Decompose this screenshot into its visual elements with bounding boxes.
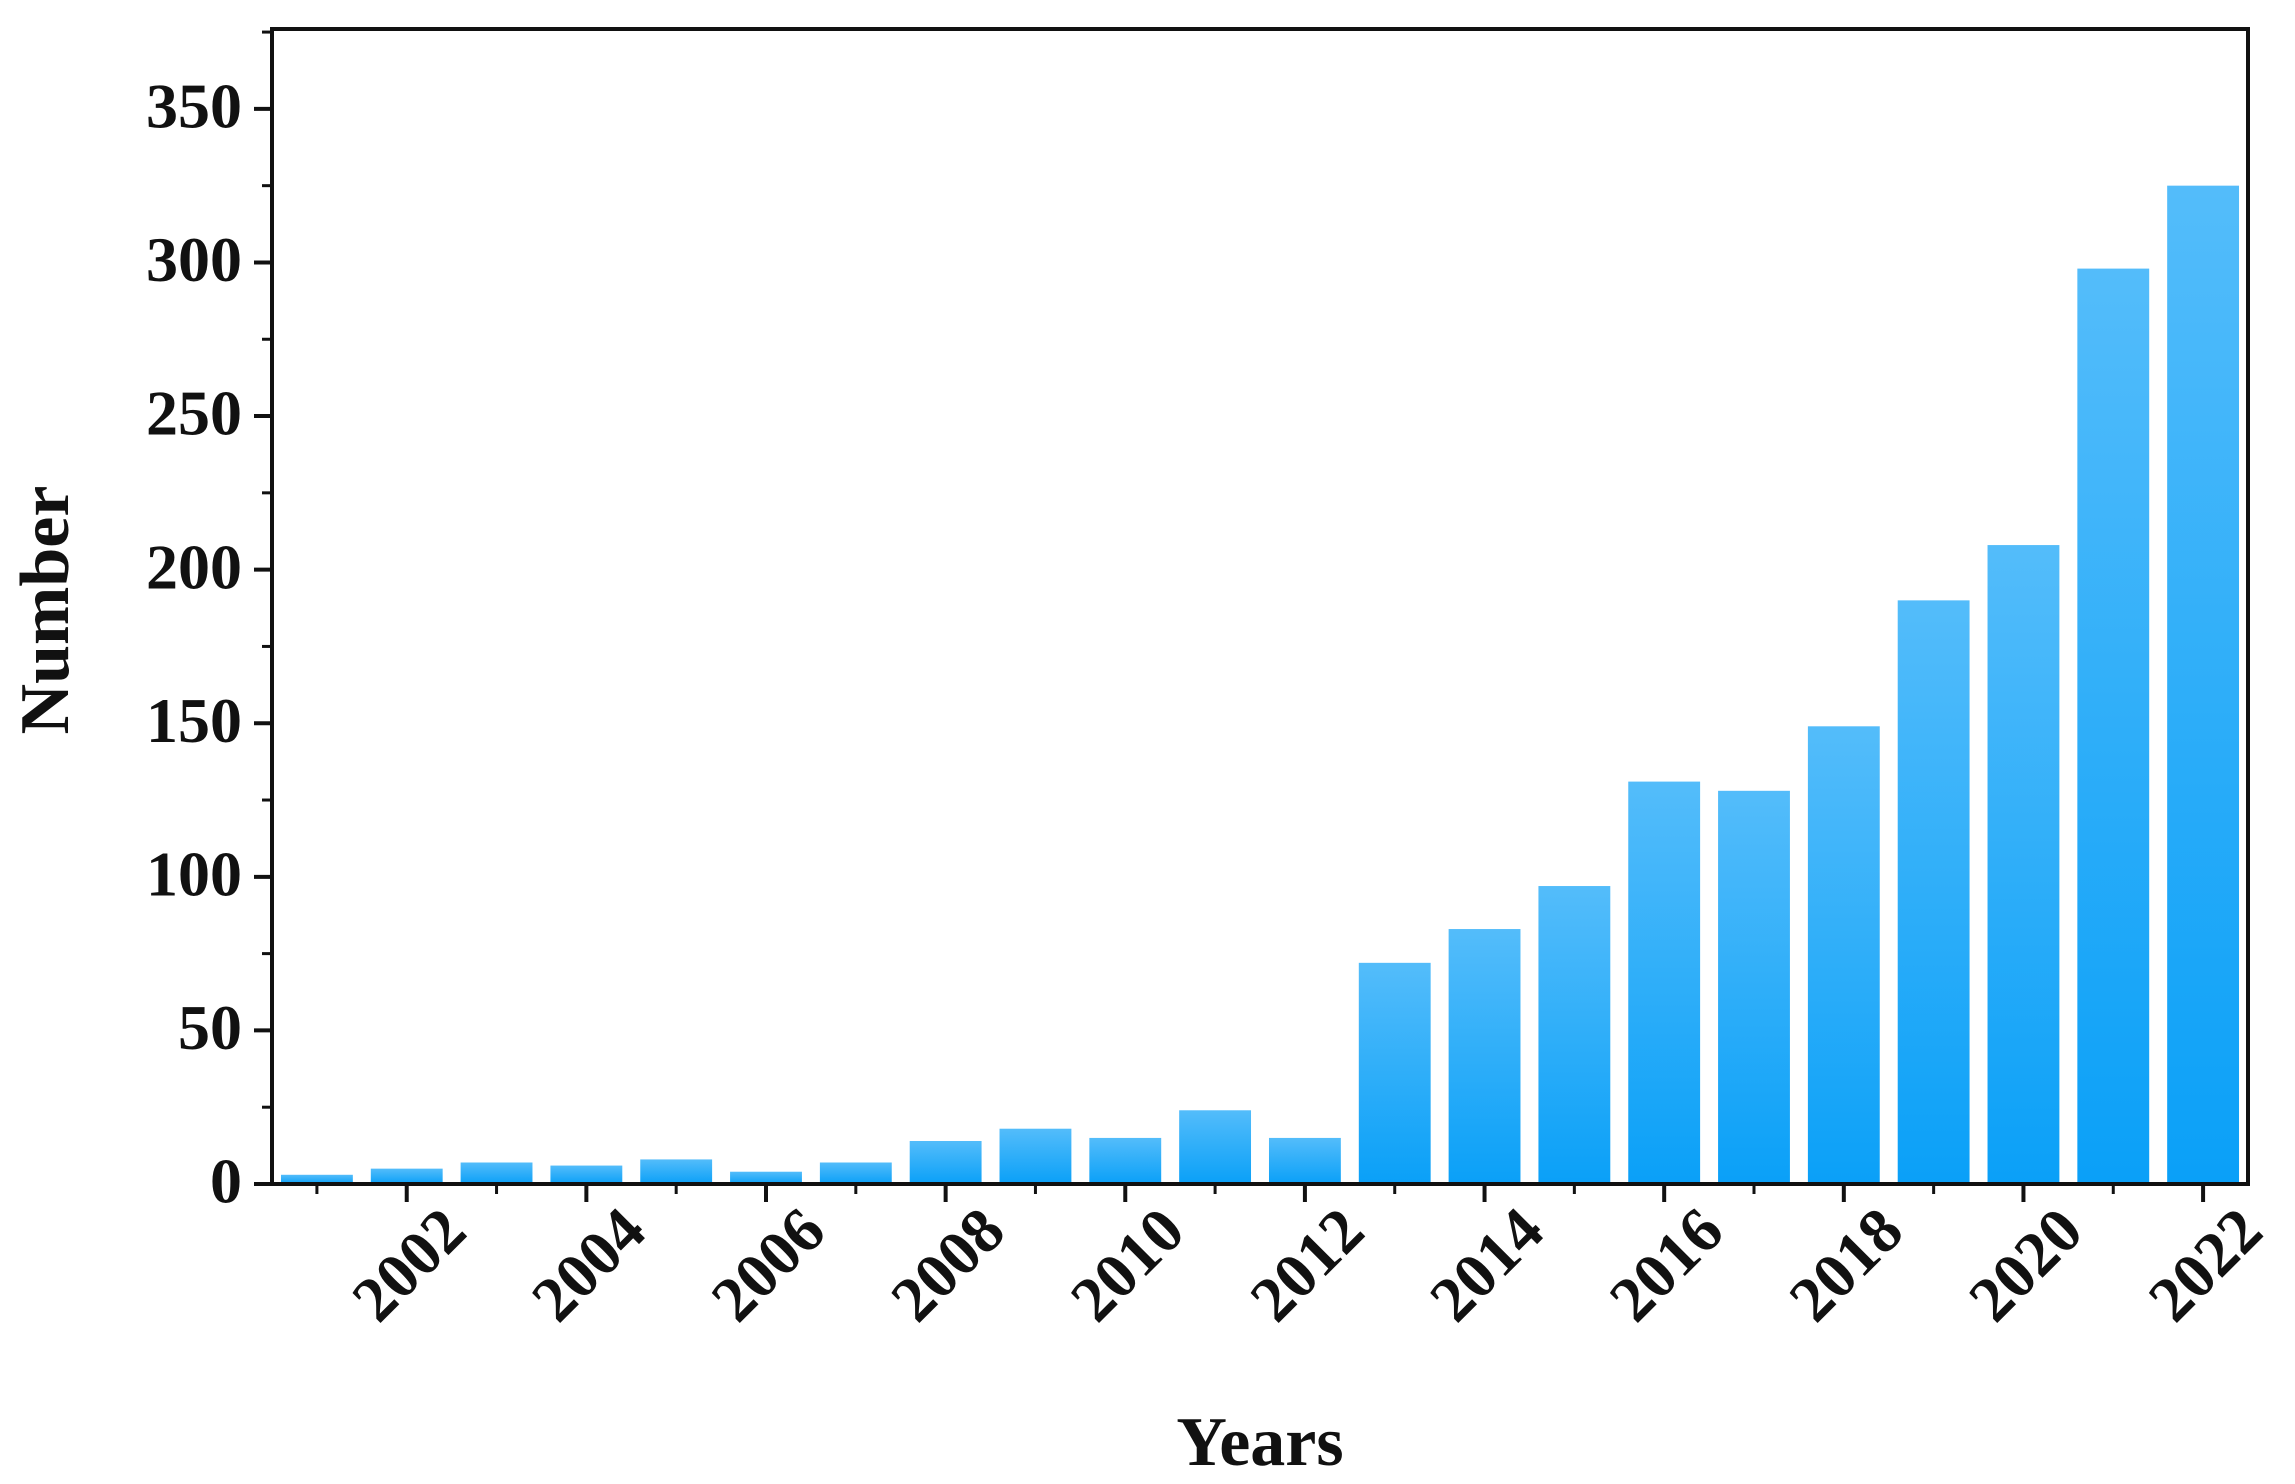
x-tick-label: 2022 — [2135, 1194, 2276, 1335]
bar — [1448, 929, 1521, 1184]
x-tick-label: 2016 — [1596, 1194, 1737, 1335]
y-tick-label: 350 — [146, 71, 242, 142]
bar — [1897, 600, 1970, 1184]
bar — [999, 1128, 1072, 1184]
y-tick-label: 50 — [178, 992, 242, 1063]
bar — [370, 1168, 443, 1184]
bar — [280, 1174, 353, 1184]
x-tick-label: 2020 — [1955, 1194, 2096, 1335]
x-tick-label: 2012 — [1236, 1194, 1377, 1335]
x-tick-label: 2010 — [1057, 1194, 1198, 1335]
y-tick-label: 300 — [146, 224, 242, 295]
y-tick-label: 100 — [146, 839, 242, 910]
bar — [1807, 726, 1880, 1184]
x-tick-label: 2018 — [1775, 1194, 1916, 1335]
y-tick-label: 250 — [146, 378, 242, 449]
bar — [1089, 1137, 1162, 1184]
x-tick-label: 2002 — [338, 1194, 479, 1335]
bar — [2077, 268, 2150, 1184]
x-tick-label: 2004 — [518, 1194, 659, 1335]
bar — [1358, 962, 1431, 1184]
bar — [909, 1140, 982, 1184]
bar — [640, 1159, 713, 1184]
bar — [1268, 1137, 1341, 1184]
y-axis-title: Number — [7, 486, 84, 735]
x-tick-label: 2008 — [877, 1194, 1018, 1335]
bar — [730, 1171, 802, 1184]
y-tick-label: 0 — [210, 1146, 242, 1217]
bar — [819, 1162, 892, 1184]
bar — [460, 1162, 533, 1184]
bar — [550, 1165, 623, 1184]
bar — [1987, 545, 2060, 1184]
x-axis-title: Years — [1176, 1404, 1343, 1481]
bar — [1628, 781, 1701, 1184]
bar — [1718, 790, 1790, 1184]
y-tick-label: 200 — [146, 531, 242, 602]
bar — [1179, 1110, 1252, 1184]
bar — [2167, 185, 2240, 1184]
plot-frame — [270, 27, 2250, 1186]
x-tick-label: 2006 — [698, 1194, 839, 1335]
x-tick-label: 2014 — [1416, 1194, 1557, 1335]
y-tick-label: 150 — [146, 685, 242, 756]
bar — [1538, 886, 1611, 1184]
